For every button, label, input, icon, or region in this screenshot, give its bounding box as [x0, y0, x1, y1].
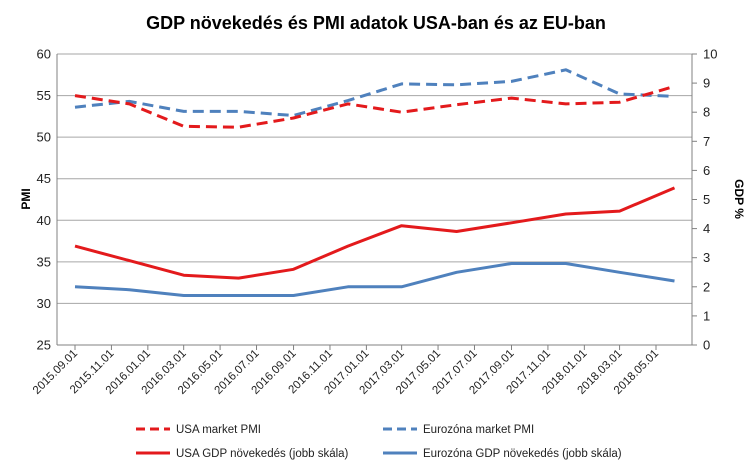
y-left-tick-label: 50: [37, 130, 51, 145]
y-left-tick-label: 40: [37, 213, 51, 228]
y-left-tick-label: 30: [37, 296, 51, 311]
legend-label: Eurozóna market PMI: [423, 424, 534, 436]
legend: USA market PMI Eurozóna market PMI USA GDP…: [136, 424, 622, 460]
y-left-tick-label: 45: [37, 171, 51, 186]
series-line: [75, 188, 675, 278]
legend-label: USA market PMI: [176, 424, 261, 436]
legend-label: USA GDP növekedés (jobb skála): [176, 448, 349, 460]
y-right-tick-label: 0: [703, 338, 710, 353]
y-right-tick-label: 7: [703, 134, 710, 149]
legend-label: Eurozóna GDP növekedés (jobb skála): [423, 448, 622, 460]
y-axis-right-title: GDP %: [732, 179, 746, 219]
y-right-tick-label: 6: [703, 163, 710, 178]
y-left-tick-label: 55: [37, 88, 51, 103]
y-left-tick-label: 35: [37, 254, 51, 269]
y-right-tick-label: 9: [703, 76, 710, 91]
y-right-tick-label: 5: [703, 192, 710, 207]
y-left-tick-label: 60: [37, 47, 51, 62]
y-right-tick-label: 8: [703, 105, 710, 120]
y-right-tick-label: 10: [703, 47, 717, 62]
y-right-tick-label: 4: [703, 221, 710, 236]
y-axis-left-title: PMI: [19, 188, 33, 209]
y-right-tick-label: 3: [703, 250, 710, 265]
y-right-tick-label: 2: [703, 279, 710, 294]
y-left-tick-label: 25: [37, 338, 51, 353]
chart: GDP növekedés és PMI adatok USA-ban és a…: [0, 0, 753, 470]
axes: 25303540455055600123456789102015.09.0120…: [31, 47, 718, 397]
chart-title: GDP növekedés és PMI adatok USA-ban és a…: [146, 13, 606, 33]
series-line: [75, 264, 675, 296]
y-right-tick-label: 1: [703, 308, 710, 323]
